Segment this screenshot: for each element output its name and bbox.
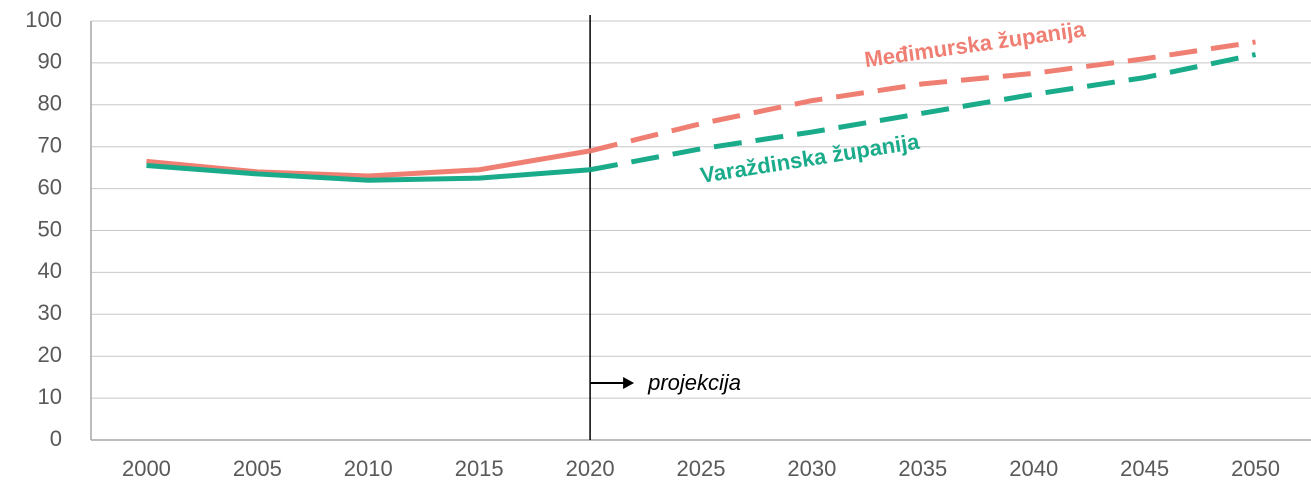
x-tick-label: 2045 — [1120, 456, 1169, 481]
y-tick-label: 20 — [38, 342, 62, 367]
y-tick-label: 0 — [50, 426, 62, 451]
x-tick-label: 2050 — [1231, 456, 1280, 481]
y-tick-label: 10 — [38, 384, 62, 409]
y-tick-label: 50 — [38, 216, 62, 241]
y-tick-label: 60 — [38, 174, 62, 199]
annotation: projekcija — [647, 370, 741, 395]
y-tick-label: 30 — [38, 300, 62, 325]
x-tick-label: 2005 — [233, 456, 282, 481]
line-projection — [589, 39, 1256, 154]
x-tick-label: 2025 — [677, 456, 726, 481]
y-tick-label: 100 — [25, 7, 62, 32]
line — [146, 148, 591, 179]
y-tick-label: 80 — [38, 91, 62, 116]
x-tick-label: 2030 — [787, 456, 836, 481]
x-tick-label: 2020 — [566, 456, 615, 481]
x-tick-label: 2035 — [898, 456, 947, 481]
x-tick-label: 2040 — [1009, 456, 1058, 481]
line-projection — [589, 52, 1257, 173]
arrow-head — [623, 377, 635, 389]
y-tick-label: 40 — [38, 258, 62, 283]
y-tick-label: 90 — [38, 49, 62, 74]
y-tick-label: 70 — [38, 133, 62, 158]
x-tick-label: 2000 — [122, 456, 171, 481]
x-tick-label: 2010 — [344, 456, 393, 481]
series-label: Međimurska županija — [863, 16, 1088, 72]
x-tick-label: 2015 — [455, 456, 504, 481]
series-label: Varaždinska županija — [698, 129, 921, 188]
line — [146, 163, 591, 183]
